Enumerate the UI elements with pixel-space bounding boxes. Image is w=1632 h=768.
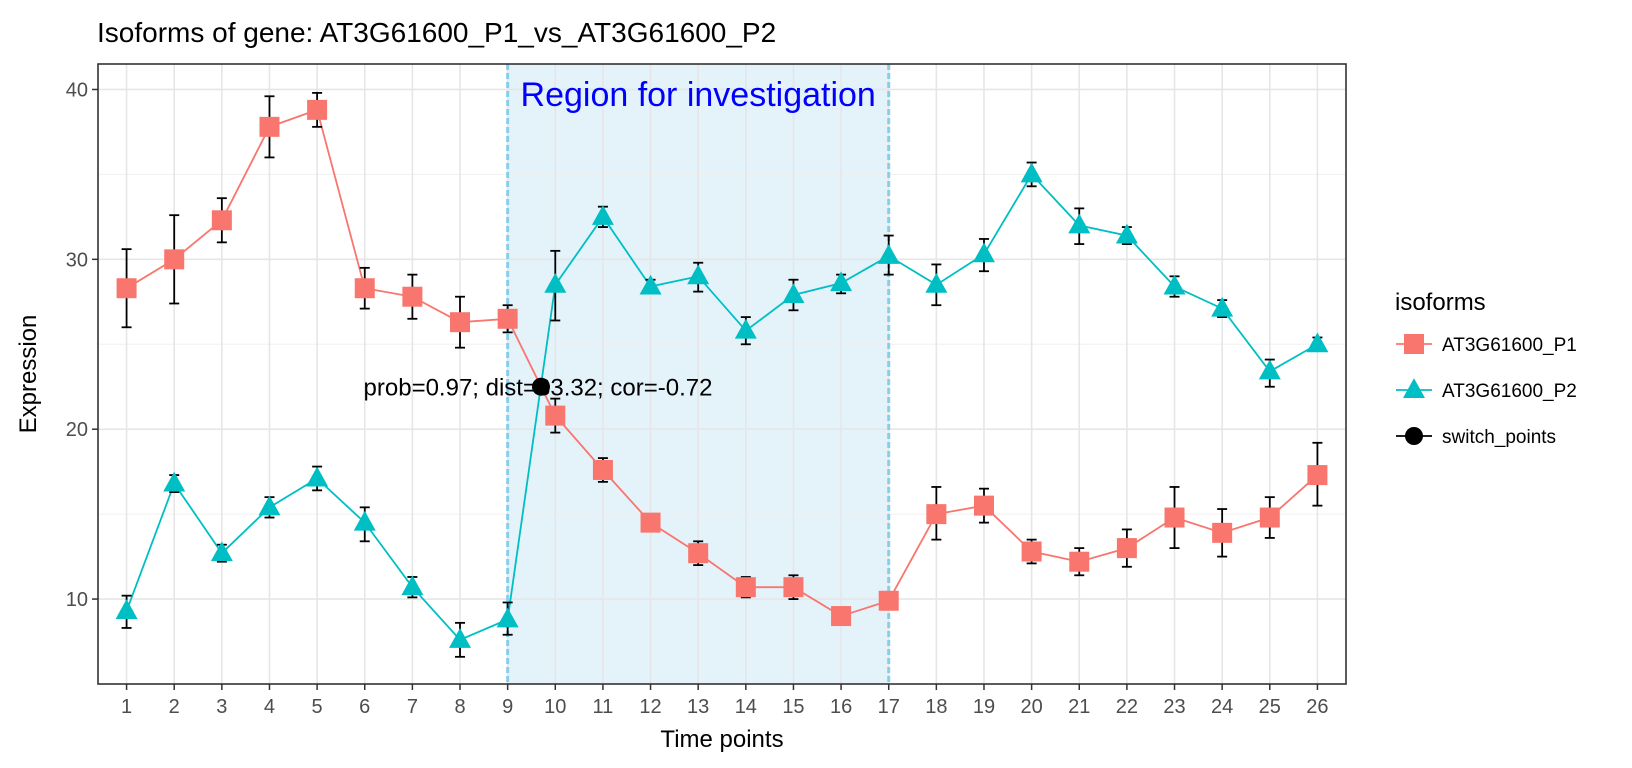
data-point-series-1 — [259, 116, 280, 137]
x-tick-label: 20 — [1020, 696, 1042, 718]
data-point-series-1 — [688, 543, 709, 564]
data-point-series-2 — [1306, 332, 1329, 353]
data-point-series-2 — [353, 510, 376, 531]
data-point-series-1 — [164, 249, 185, 270]
x-tick-label: 23 — [1163, 696, 1185, 718]
x-tick-label: 10 — [544, 696, 566, 718]
data-point-series-1 — [402, 286, 423, 307]
data-point-series-2 — [1068, 213, 1091, 234]
data-point-series-1 — [640, 512, 661, 533]
legend-key-marker — [1404, 334, 1424, 354]
data-point-series-1 — [783, 577, 804, 598]
x-tick-label: 2 — [169, 696, 180, 718]
data-point-series-2 — [163, 471, 186, 492]
data-point-series-2 — [544, 273, 567, 293]
y-tick-label: 40 — [66, 79, 88, 101]
data-point-series-2 — [591, 205, 614, 225]
legend-key-marker — [1405, 427, 1423, 445]
legend: isoforms AT3G61600_P1 AT3G61600_P2 switch_… — [1395, 289, 1577, 448]
data-point-series-1 — [116, 278, 137, 299]
x-tick-label: 25 — [1259, 696, 1281, 718]
data-point-series-1 — [592, 459, 613, 480]
x-tick-label: 24 — [1211, 696, 1233, 718]
data-point-series-2 — [496, 607, 519, 628]
data-point-series-1 — [497, 308, 518, 329]
data-point-series-2 — [972, 242, 995, 263]
x-tick-label: 16 — [830, 696, 852, 718]
data-point-series-2 — [877, 244, 900, 264]
data-point-series-1 — [450, 312, 471, 333]
data-point-series-1 — [973, 495, 994, 516]
region-label: Region for investigation — [521, 76, 876, 114]
data-point-series-2 — [1163, 274, 1186, 295]
data-point-series-1 — [878, 590, 899, 611]
x-tick-label: 4 — [264, 696, 275, 718]
data-point-series-2 — [734, 318, 757, 339]
data-point-series-1 — [545, 405, 566, 426]
legend-label: AT3G61600_P2 — [1442, 381, 1577, 402]
data-point-series-2 — [1258, 359, 1281, 380]
data-point-series-2 — [115, 599, 138, 619]
x-tick-label: 1 — [121, 696, 132, 718]
data-point-series-2 — [1211, 296, 1234, 317]
x-tick-label: 13 — [687, 696, 709, 718]
y-tick-label: 30 — [66, 249, 88, 271]
y-tick-label: 10 — [66, 589, 88, 611]
x-tick-label: 14 — [735, 696, 757, 718]
data-point-series-2 — [306, 466, 329, 487]
x-tick-label: 9 — [502, 696, 513, 718]
data-point-series-1 — [831, 606, 852, 627]
data-point-series-1 — [1116, 538, 1137, 559]
data-point-series-2 — [925, 273, 948, 293]
switch-point — [531, 377, 550, 396]
x-tick-label: 22 — [1116, 696, 1138, 718]
x-tick-label: 17 — [878, 696, 900, 718]
legend-label: AT3G61600_P1 — [1442, 335, 1577, 356]
x-tick-label: 6 — [359, 696, 370, 718]
x-tick-label: 19 — [973, 696, 995, 718]
x-tick-label: 7 — [407, 696, 418, 718]
data-point-series-2 — [830, 271, 853, 292]
data-point-series-2 — [449, 628, 472, 648]
data-point-series-1 — [1021, 541, 1042, 562]
y-axis-title: Expression — [15, 315, 42, 434]
y-tick-label: 20 — [66, 419, 88, 441]
data-point-series-1 — [1069, 551, 1090, 572]
switch-point-annotation: prob=0.97; dist=33.32; cor=-0.72 — [364, 375, 713, 402]
data-point-series-1 — [307, 99, 328, 120]
x-tick-label: 3 — [216, 696, 227, 718]
data-point-series-2 — [687, 264, 710, 285]
legend-key-marker — [1403, 378, 1425, 398]
data-point-series-1 — [735, 577, 756, 598]
x-tick-label: 8 — [454, 696, 465, 718]
x-tick-label: 26 — [1306, 696, 1328, 718]
data-point-series-2 — [258, 495, 281, 516]
data-point-series-2 — [210, 541, 233, 562]
legend-title: isoforms — [1395, 289, 1486, 316]
data-point-series-1 — [1307, 465, 1328, 486]
x-tick-label: 11 — [593, 696, 614, 718]
x-tick-label: 5 — [312, 696, 323, 718]
data-point-series-1 — [1212, 522, 1233, 543]
data-point-series-1 — [1164, 507, 1185, 528]
data-point-series-1 — [211, 210, 232, 231]
x-tick-label: 21 — [1068, 696, 1090, 718]
data-point-series-2 — [782, 283, 805, 303]
x-tick-label: 15 — [782, 696, 804, 718]
data-point-series-1 — [926, 504, 947, 525]
x-tick-label: 18 — [925, 696, 947, 718]
x-axis-title: Time points — [660, 726, 783, 753]
panel-border — [97, 63, 1347, 685]
data-point-series-1 — [1259, 507, 1280, 528]
data-point-series-2 — [639, 274, 662, 295]
data-point-series-2 — [1020, 162, 1043, 183]
data-point-series-2 — [1115, 223, 1138, 244]
data-point-series-1 — [354, 278, 375, 299]
x-tick-label: 12 — [639, 696, 661, 718]
legend-label: switch_points — [1442, 427, 1556, 448]
plot-area: Region for investigation prob=0.97; dist=… — [66, 63, 1347, 718]
chart-title: Isoforms of gene: AT3G61600_P1_vs_AT3G61… — [97, 17, 776, 48]
data-point-series-2 — [401, 575, 424, 596]
